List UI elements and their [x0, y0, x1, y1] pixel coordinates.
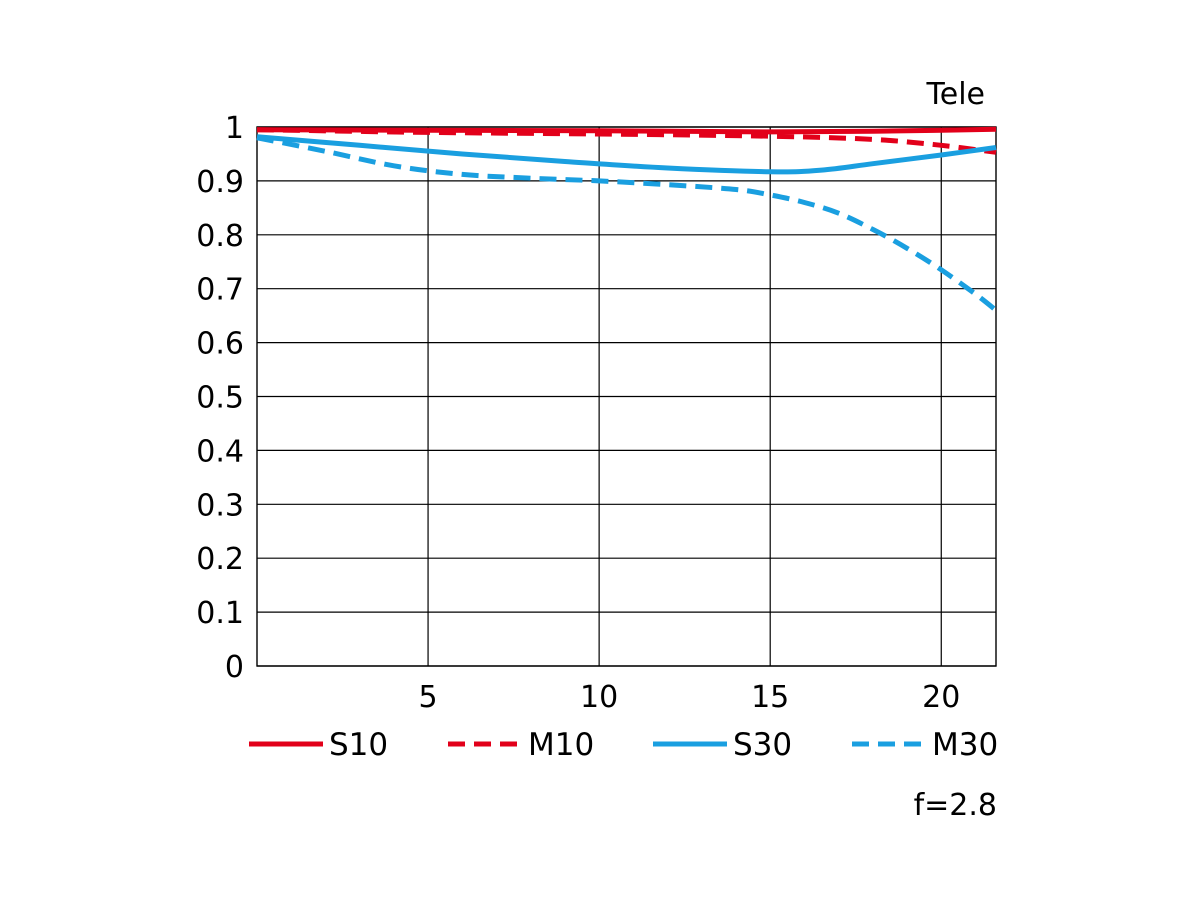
- y-tick-label: 0.2: [196, 542, 244, 577]
- series-line-m30: [256, 135, 998, 313]
- y-tick-label: 0.1: [196, 596, 244, 631]
- y-tick-label: 0.9: [196, 165, 244, 200]
- legend-label-s30: S30: [733, 727, 792, 763]
- y-tick-label: 0.6: [196, 327, 244, 362]
- x-tick-labels: 5 10 15 20: [419, 680, 961, 715]
- y-tick-label: 0.3: [196, 488, 244, 523]
- legend-label-s10: S10: [329, 727, 388, 763]
- series-lines: [256, 126, 998, 313]
- y-tick-label: 0.5: [196, 381, 244, 416]
- series-line-s10: [256, 126, 997, 135]
- series-line-s30: [256, 134, 997, 175]
- grid: [256, 126, 997, 667]
- y-tick-labels: 0 0.1 0.2 0.3 0.4 0.5 0.6 0.7 0.8 0.9 1: [196, 111, 244, 685]
- corner-label: Tele: [926, 77, 985, 112]
- y-tick-label: 1: [225, 111, 244, 146]
- legend: S10 M10 S30 M30: [249, 727, 998, 763]
- x-tick-label: 15: [751, 680, 789, 715]
- aperture-footnote: f=2.8: [914, 788, 997, 823]
- y-tick-label: 0.4: [196, 434, 244, 469]
- plot-frame: [256, 126, 997, 667]
- y-tick-label: 0.7: [196, 273, 244, 308]
- x-tick-label: 10: [580, 680, 618, 715]
- series-line-m10: [256, 127, 997, 155]
- x-tick-label: 20: [922, 680, 960, 715]
- y-tick-label: 0: [225, 650, 244, 685]
- legend-label-m30: M30: [932, 727, 998, 763]
- x-tick-label: 5: [419, 680, 438, 715]
- legend-label-m10: M10: [528, 727, 594, 763]
- y-tick-label: 0.8: [196, 219, 244, 254]
